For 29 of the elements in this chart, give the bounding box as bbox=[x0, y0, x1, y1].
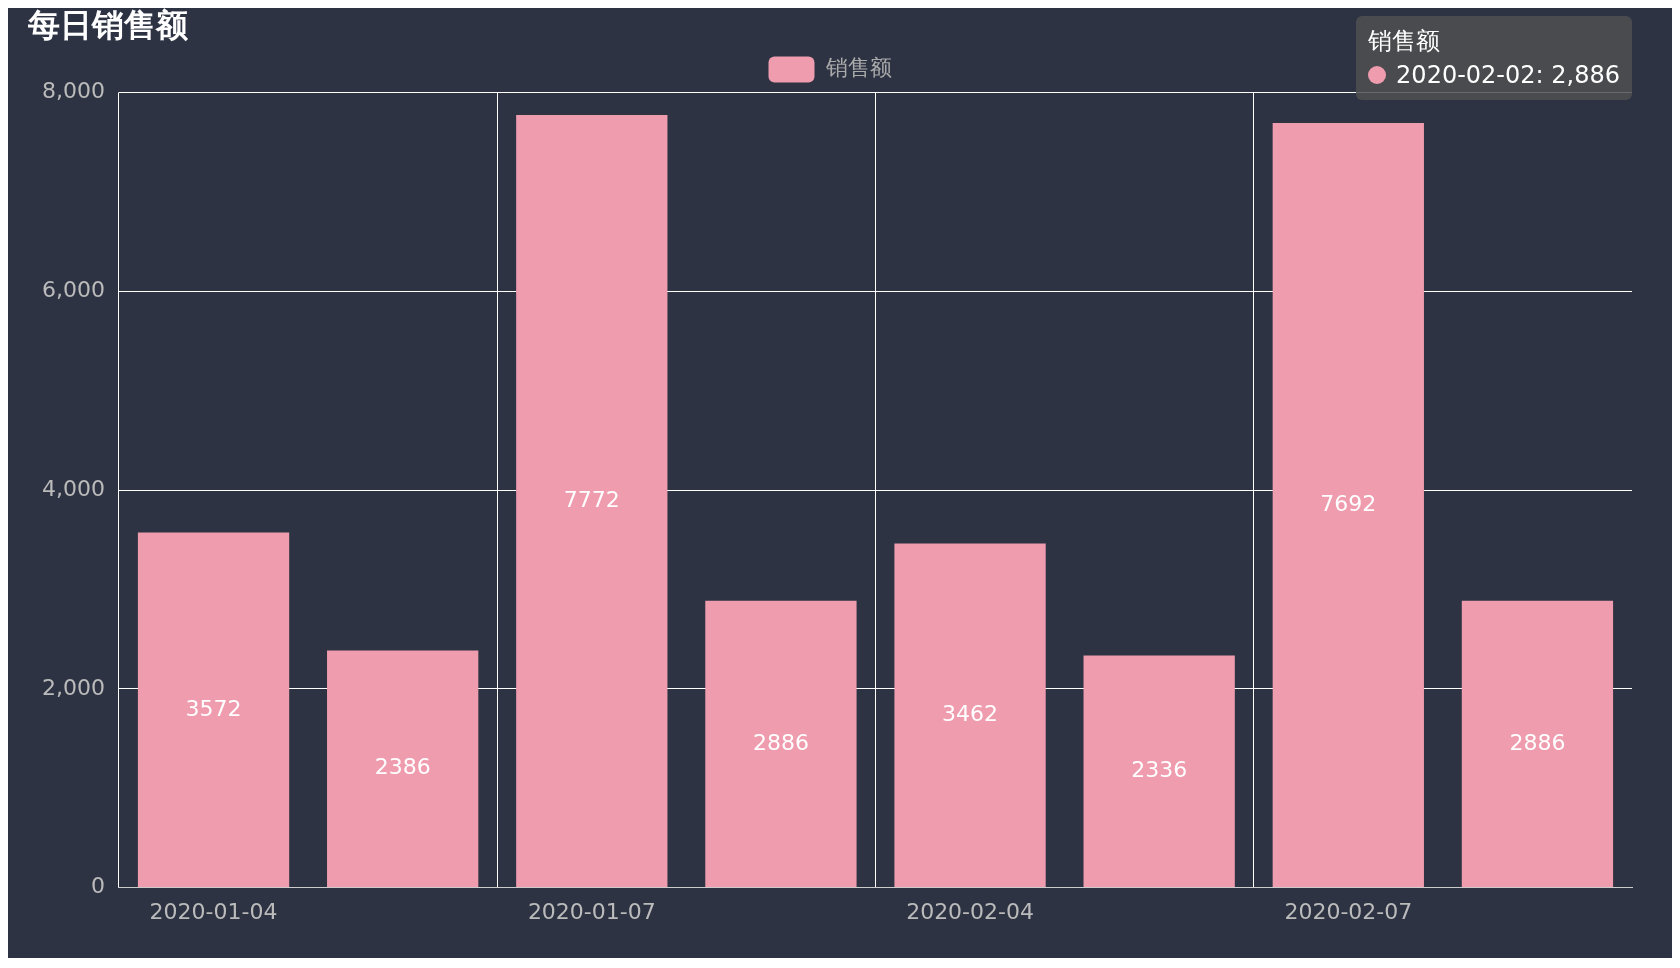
data-label: 7772 bbox=[563, 486, 620, 512]
bar bbox=[894, 543, 1046, 888]
y-tick-label: 0 bbox=[90, 873, 105, 899]
data-label: 7692 bbox=[1320, 490, 1377, 516]
bar bbox=[327, 650, 479, 888]
chart-title: 每日销售额 bbox=[27, 5, 188, 44]
text: 2020-02-02: 2,886 bbox=[1396, 60, 1620, 91]
data-label: 2886 bbox=[1509, 729, 1566, 755]
data-label: 2386 bbox=[374, 754, 431, 780]
data-label: 2886 bbox=[752, 729, 809, 755]
bar bbox=[137, 532, 290, 888]
legend-label: 销售额 bbox=[824, 55, 892, 81]
bar bbox=[516, 115, 668, 888]
y-tick-label: 8,000 bbox=[42, 78, 105, 104]
text: 销售额 bbox=[1368, 26, 1441, 57]
bar bbox=[1272, 123, 1424, 888]
data-label: 2336 bbox=[1131, 756, 1188, 782]
bar bbox=[1461, 600, 1614, 888]
bar bbox=[705, 600, 857, 888]
x-tick-label: 2020-01-04 bbox=[149, 898, 278, 924]
data-label: 3462 bbox=[942, 701, 999, 727]
data-label: 3572 bbox=[185, 695, 242, 721]
x-tick-label: 2020-02-07 bbox=[1284, 898, 1413, 924]
x-tick-label: 2020-02-04 bbox=[906, 898, 1034, 924]
y-tick-label: 6,000 bbox=[42, 276, 105, 302]
x-tick-label: 2020-01-07 bbox=[527, 898, 656, 924]
y-tick-label: 2,000 bbox=[42, 674, 105, 700]
y-tick-label: 4,000 bbox=[42, 475, 105, 501]
bar bbox=[1083, 655, 1235, 888]
